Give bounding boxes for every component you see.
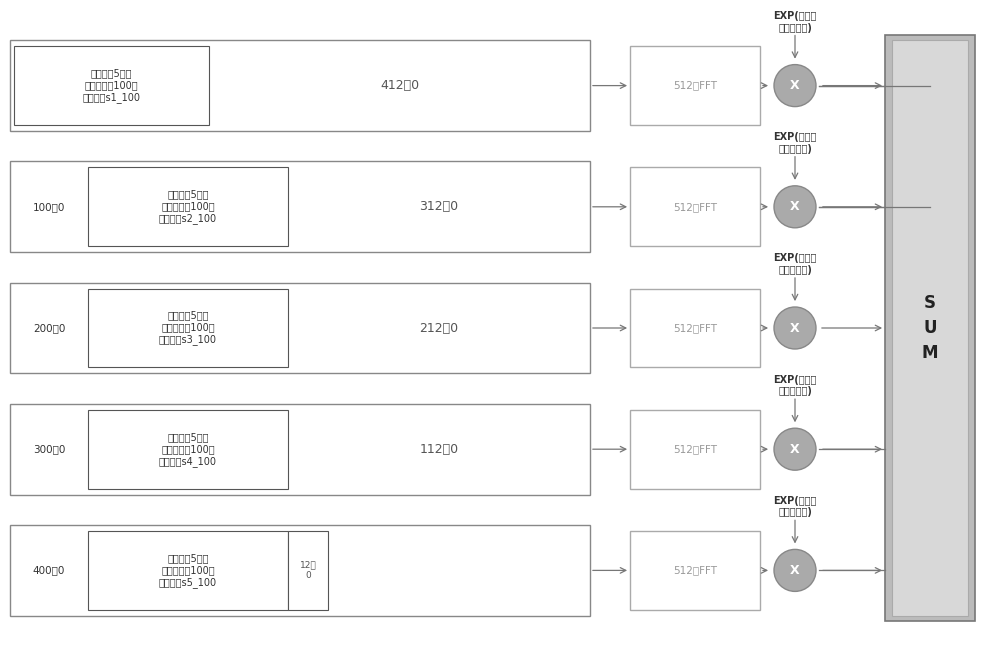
Text: 512点FFT: 512点FFT: [673, 202, 717, 212]
Text: 300个0: 300个0: [33, 444, 65, 454]
Text: 512点FFT: 512点FFT: [673, 444, 717, 454]
Circle shape: [774, 307, 816, 349]
Text: EXP(第二跳
相位补偿值): EXP(第二跳 相位补偿值): [773, 132, 817, 154]
Text: S
U
M: S U M: [922, 294, 938, 362]
Text: X: X: [790, 79, 800, 92]
Bar: [88, 410, 288, 488]
Text: 100个0: 100个0: [33, 202, 65, 212]
Bar: [630, 167, 760, 246]
Text: 512点FFT: 512点FFT: [673, 81, 717, 90]
Bar: [10, 525, 590, 616]
Bar: [630, 47, 760, 125]
Text: X: X: [790, 200, 800, 213]
Bar: [288, 531, 328, 610]
Circle shape: [774, 65, 816, 107]
Text: EXP(第四跳
相位补偿值): EXP(第四跳 相位补偿值): [773, 375, 817, 396]
Bar: [88, 289, 288, 368]
Text: 第五跳每5码片
相加得到的100点
有效数据s5_100: 第五跳每5码片 相加得到的100点 有效数据s5_100: [159, 553, 217, 588]
Bar: [10, 282, 590, 373]
Circle shape: [774, 428, 816, 470]
Text: 312个0: 312个0: [419, 200, 459, 213]
Circle shape: [774, 549, 816, 591]
Bar: [10, 404, 590, 495]
Bar: [892, 39, 968, 616]
Bar: [885, 35, 975, 621]
Text: 512点FFT: 512点FFT: [673, 323, 717, 333]
Bar: [630, 289, 760, 368]
Text: 412个0: 412个0: [380, 79, 419, 92]
Bar: [630, 531, 760, 610]
Text: 第一跳每5码片
相加得到的100点
有效数据s1_100: 第一跳每5码片 相加得到的100点 有效数据s1_100: [82, 68, 140, 103]
Text: X: X: [790, 322, 800, 335]
Circle shape: [774, 186, 816, 228]
Text: 200个0: 200个0: [33, 323, 65, 333]
Bar: [88, 167, 288, 246]
Text: 第二跳每5码片
相加得到的100点
有效数据s2_100: 第二跳每5码片 相加得到的100点 有效数据s2_100: [159, 189, 217, 224]
Text: 第四跳每5码片
相加得到的100点
有效数据s4_100: 第四跳每5码片 相加得到的100点 有效数据s4_100: [159, 432, 217, 466]
Text: EXP(第一跳
相位补偿值): EXP(第一跳 相位补偿值): [773, 11, 817, 32]
Text: EXP(第三跳
相位补偿值): EXP(第三跳 相位补偿值): [773, 253, 817, 275]
Text: 212个0: 212个0: [419, 322, 459, 335]
Text: 400个0: 400个0: [33, 565, 65, 576]
Bar: [10, 162, 590, 252]
Text: 第三跳每5码片
相加得到的100点
有效数据s3_100: 第三跳每5码片 相加得到的100点 有效数据s3_100: [159, 311, 217, 346]
Text: X: X: [790, 443, 800, 455]
Bar: [630, 410, 760, 488]
Text: 512点FFT: 512点FFT: [673, 565, 717, 576]
Bar: [10, 40, 590, 131]
Text: EXP(第五跳
相位补偿值): EXP(第五跳 相位补偿值): [773, 495, 817, 517]
Text: X: X: [790, 564, 800, 577]
Bar: [14, 47, 209, 125]
Bar: [88, 531, 288, 610]
Text: 12个
0: 12个 0: [300, 561, 316, 580]
Text: 112个0: 112个0: [419, 443, 459, 455]
